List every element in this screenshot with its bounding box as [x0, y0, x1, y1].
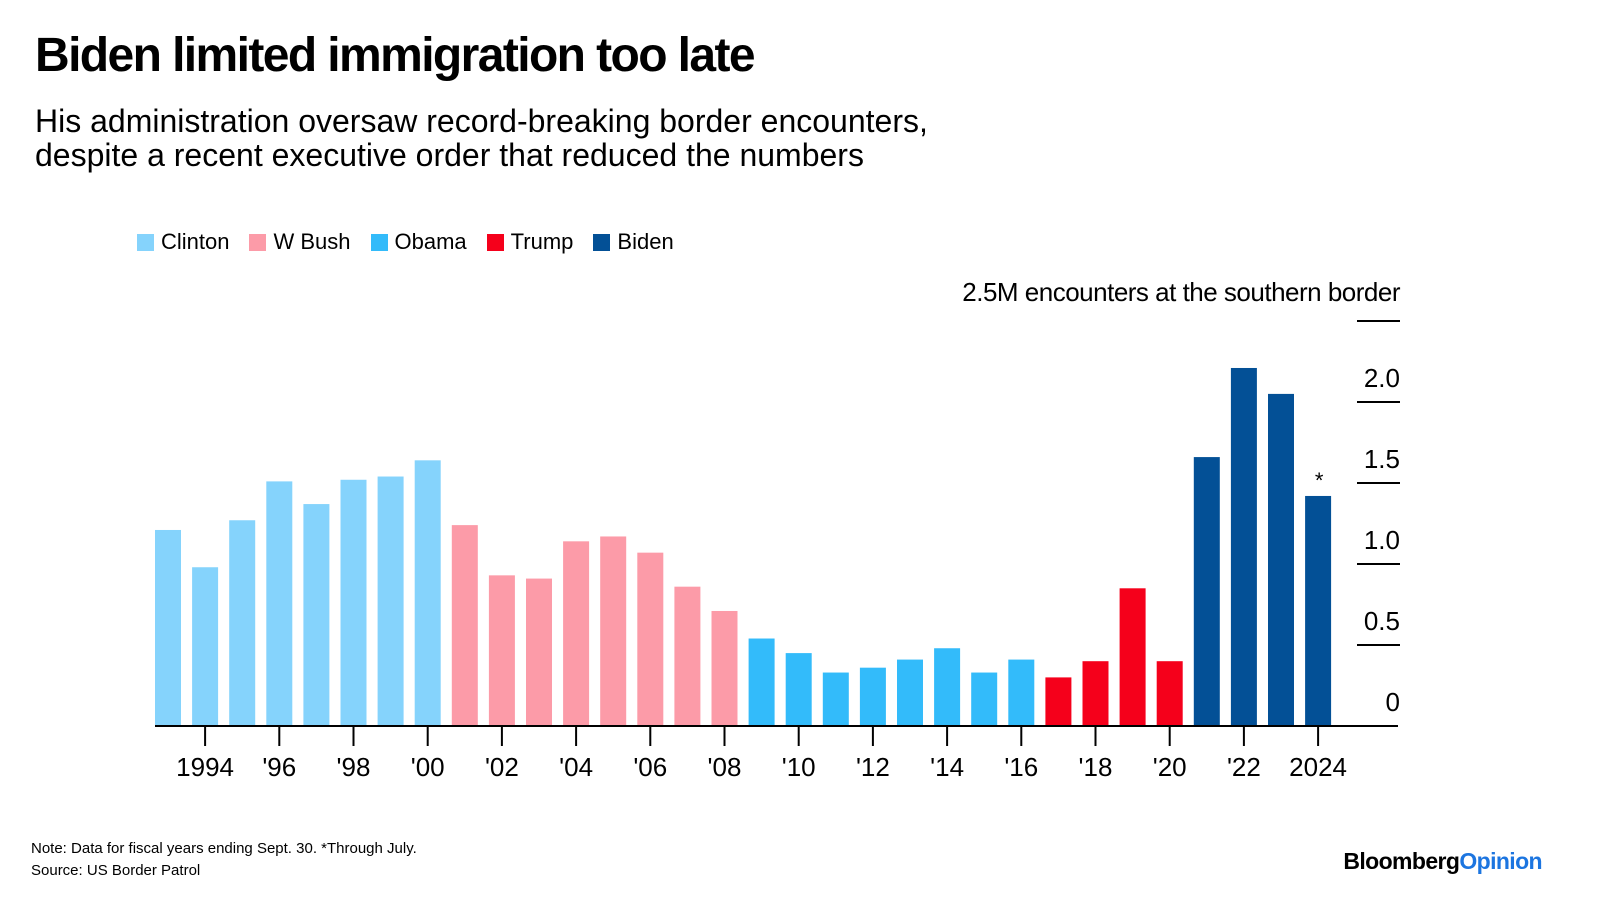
bar-w-bush-2004 — [563, 541, 590, 726]
source-text: Source: US Border Patrol — [31, 862, 201, 879]
x-tick-label: '12 — [856, 752, 890, 782]
bloomberg-opinion-logo: BloombergOpinion — [1343, 848, 1542, 875]
legend-item-clinton: Clinton — [137, 229, 229, 255]
legend-swatch-biden — [593, 233, 611, 251]
legend-item-obama: Obama — [370, 229, 467, 255]
legend-item-biden: Biden — [593, 229, 674, 255]
x-tick-label: '16 — [1004, 752, 1038, 782]
bar-obama-2012 — [859, 667, 886, 726]
y-tick-label: 1.0 — [1364, 525, 1400, 555]
bar-clinton-1993 — [155, 529, 181, 726]
x-tick-label: '96 — [262, 752, 296, 782]
bar-obama-2011 — [822, 672, 849, 726]
bar-w-bush-2008 — [711, 610, 738, 726]
bar-w-bush-2003 — [526, 578, 552, 726]
legend-label-clinton: Clinton — [161, 229, 230, 254]
legend-label-trump: Trump — [510, 229, 574, 254]
bar-clinton-1999 — [377, 476, 404, 726]
annotation-asterisk: * — [1315, 468, 1324, 493]
bar-obama-2010 — [785, 653, 812, 726]
y-axis-label: 2.5M encounters at the southern border — [962, 277, 1401, 307]
x-tick-label: '14 — [930, 752, 964, 782]
bar-biden-2024 — [1305, 495, 1332, 726]
x-tick-label: '00 — [411, 752, 445, 782]
bar-trump-2018 — [1082, 661, 1109, 726]
chart-title: Biden limited immigration too late — [35, 29, 756, 82]
bar-w-bush-2001 — [451, 525, 478, 726]
bar-clinton-1996 — [266, 481, 293, 726]
bar-biden-2021 — [1193, 457, 1220, 726]
y-tick-label: 1.5 — [1364, 444, 1400, 474]
legend-swatch-clinton — [137, 233, 154, 251]
legend-swatch-w-bush — [249, 233, 267, 251]
bar-clinton-2000 — [414, 460, 441, 726]
bar-obama-2015 — [971, 672, 998, 726]
x-tick-label: '20 — [1153, 752, 1187, 782]
bar-obama-2016 — [1008, 659, 1035, 726]
legend-label-obama: Obama — [394, 229, 467, 254]
legend-swatch-trump — [486, 233, 504, 251]
x-tick-label: '02 — [485, 752, 519, 782]
logo-bloomberg: Bloomberg — [1343, 848, 1460, 874]
bar-obama-2014 — [934, 648, 961, 726]
y-tick-label: 0.5 — [1364, 606, 1400, 636]
subtitle-line: His administration oversaw record-breaki… — [35, 103, 928, 139]
legend: Clinton W Bush Obama Trump Biden — [137, 229, 674, 255]
bar-trump-2017 — [1045, 677, 1072, 726]
bar-biden-2023 — [1268, 393, 1294, 726]
bar-clinton-1998 — [340, 479, 367, 726]
x-tick-label: 2024 — [1289, 752, 1347, 782]
subtitle-line: despite a recent executive order that re… — [35, 137, 864, 173]
x-tick-label: '06 — [633, 752, 667, 782]
x-tick-label: '10 — [782, 752, 816, 782]
bar-trump-2019 — [1119, 588, 1146, 726]
bar-clinton-1997 — [303, 504, 330, 726]
bar-obama-2009 — [748, 638, 775, 726]
legend-item-trump: Trump — [486, 229, 574, 255]
legend-label-biden: Biden — [617, 229, 674, 254]
bar-biden-2022 — [1230, 367, 1257, 726]
bar-clinton-1994 — [192, 567, 219, 726]
legend-item-w-bush: W Bush — [249, 229, 351, 255]
chart-subtitle: His administration oversaw record-breaki… — [35, 104, 1135, 172]
x-tick-label: '98 — [337, 752, 371, 782]
bar-trump-2020 — [1156, 661, 1183, 726]
bar-w-bush-2007 — [674, 586, 701, 726]
bar-w-bush-2006 — [637, 552, 664, 726]
x-tick-label: '08 — [708, 752, 742, 782]
bar-clinton-1995 — [229, 520, 256, 726]
legend-swatch-obama — [370, 233, 388, 251]
x-tick-label: 1994 — [176, 752, 234, 782]
footnote: Note: Data for fiscal years ending Sept.… — [31, 838, 417, 882]
bar-obama-2013 — [897, 659, 923, 726]
x-tick-label: '04 — [559, 752, 593, 782]
bar-w-bush-2005 — [600, 536, 627, 726]
note-text: Note: Data for fiscal years ending Sept.… — [31, 840, 417, 857]
logo-opinion: Opinion — [1459, 848, 1542, 874]
bar-w-bush-2002 — [488, 575, 515, 726]
y-tick-label: 0 — [1386, 687, 1400, 717]
y-tick-label: 2.0 — [1364, 363, 1400, 393]
legend-label-w-bush: W Bush — [273, 229, 351, 254]
x-tick-label: '18 — [1079, 752, 1113, 782]
x-tick-label: '22 — [1227, 752, 1261, 782]
